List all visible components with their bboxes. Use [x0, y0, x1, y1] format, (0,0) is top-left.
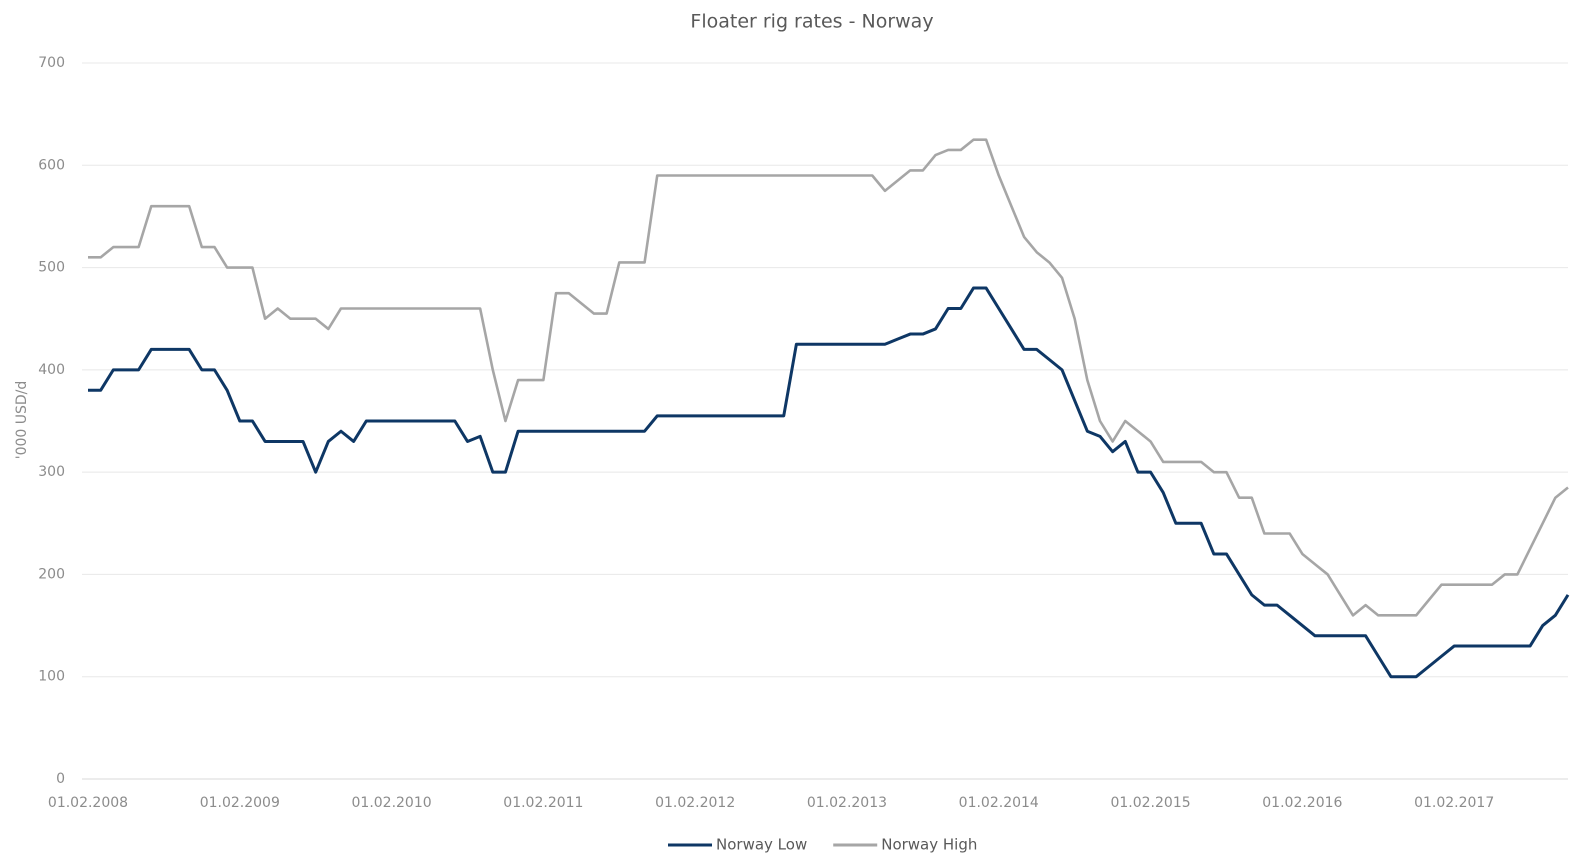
line-series: [88, 286, 1570, 679]
x-tick-label: 01.02.2012: [655, 795, 735, 811]
line-series: [88, 138, 1569, 617]
x-tick-label: 01.02.2017: [1414, 795, 1494, 811]
x-tick-label: 01.02.2009: [200, 795, 280, 811]
legend-label: Norway Low: [716, 836, 807, 854]
x-tick-label: 01.02.2014: [959, 795, 1039, 811]
chart-title: Floater rig rates - Norway: [690, 11, 933, 33]
x-tick-label: 01.02.2013: [807, 795, 887, 811]
x-tick-label: 01.02.2011: [503, 795, 583, 811]
x-tick-label: 01.02.2010: [352, 795, 432, 811]
y-tick-label: 700: [38, 55, 65, 71]
y-tick-label: 300: [38, 464, 65, 480]
y-tick-label: 200: [38, 566, 65, 582]
x-tick-label: 01.02.2016: [1262, 795, 1342, 811]
y-tick-label: 400: [38, 362, 65, 378]
legend-label: Norway High: [881, 836, 977, 854]
y-tick-label: 600: [38, 157, 65, 173]
x-tick-label: 01.02.2008: [48, 795, 128, 811]
y-tick-label: 0: [56, 771, 65, 787]
y-tick-label: 100: [38, 669, 65, 685]
y-axis-label: '000 USD/d: [14, 381, 30, 460]
x-tick-label: 01.02.2015: [1110, 795, 1190, 811]
y-tick-label: 500: [38, 260, 65, 276]
